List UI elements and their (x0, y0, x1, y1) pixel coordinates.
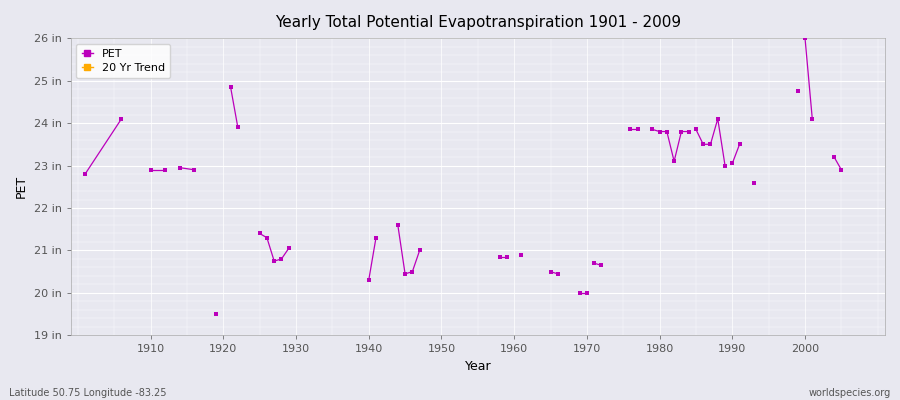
Point (703, 141, 717, 148)
Point (78, 171, 93, 177)
Point (631, 126, 645, 133)
X-axis label: Year: Year (464, 360, 491, 373)
Point (143, 166, 157, 173)
Point (834, 166, 849, 173)
Point (580, 290, 594, 296)
Point (223, 84, 238, 90)
Point (252, 230, 266, 237)
Point (209, 311, 223, 317)
Legend: PET, 20 Yr Trend: PET, 20 Yr Trend (76, 44, 170, 78)
Point (806, 116, 820, 122)
Point (412, 247, 427, 254)
Point (652, 128, 667, 135)
Point (398, 271, 412, 277)
Point (733, 141, 747, 148)
Point (158, 166, 172, 173)
Point (187, 166, 202, 173)
Text: worldspecies.org: worldspecies.org (809, 388, 891, 398)
Point (500, 254, 514, 260)
Point (594, 262, 608, 268)
Point (514, 252, 528, 258)
Point (645, 126, 660, 133)
Point (391, 222, 405, 228)
Point (572, 290, 587, 296)
Point (369, 234, 383, 241)
Point (230, 124, 245, 130)
Point (711, 116, 725, 122)
Point (667, 158, 681, 164)
Point (492, 254, 507, 260)
Point (267, 258, 282, 264)
Point (544, 268, 558, 275)
Point (624, 126, 638, 133)
Point (747, 179, 761, 186)
Point (718, 162, 733, 169)
Point (173, 164, 187, 171)
Point (696, 141, 710, 148)
Point (725, 160, 740, 167)
Point (827, 154, 842, 160)
Point (660, 128, 674, 135)
Point (790, 88, 805, 94)
Title: Yearly Total Potential Evapotranspiration 1901 - 2009: Yearly Total Potential Evapotranspiratio… (274, 15, 681, 30)
Point (587, 260, 601, 266)
Point (551, 271, 565, 277)
Point (797, 35, 812, 41)
Point (274, 256, 289, 262)
Point (681, 128, 696, 135)
Point (362, 277, 376, 284)
Y-axis label: PET: PET (15, 175, 28, 198)
Point (405, 268, 419, 275)
Point (260, 234, 274, 241)
Point (114, 116, 129, 122)
Text: Latitude 50.75 Longitude -83.25: Latitude 50.75 Longitude -83.25 (9, 388, 166, 398)
Point (674, 128, 688, 135)
Point (688, 126, 703, 133)
Point (282, 245, 296, 252)
